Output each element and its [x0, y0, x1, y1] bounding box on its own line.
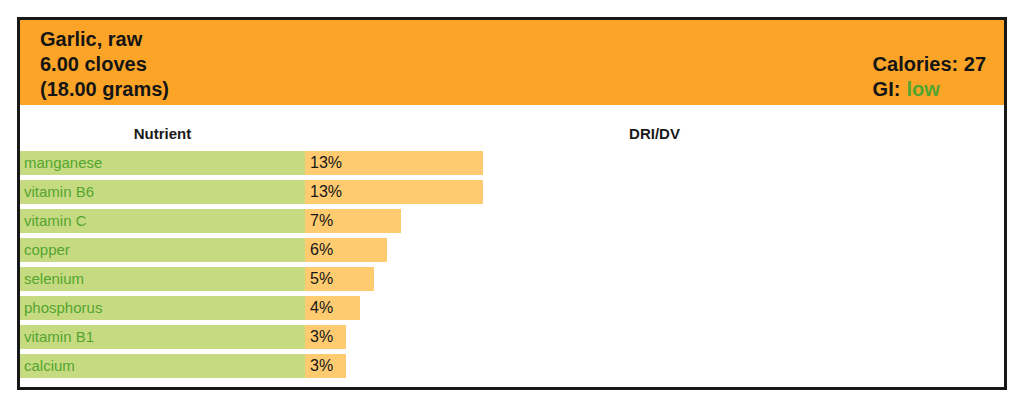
food-quantity: 6.00 cloves	[40, 52, 169, 77]
nutrient-label: copper	[20, 238, 305, 262]
card-header: Garlic, raw 6.00 cloves (18.00 grams) Ca…	[20, 20, 1004, 105]
nutrient-row: vitamin C 7%	[20, 209, 1004, 233]
food-weight: (18.00 grams)	[40, 77, 169, 102]
dri-dv-value: 3%	[310, 328, 333, 345]
nutrient-row: calcium 3%	[20, 354, 1004, 378]
dri-dv-bar: 7%	[305, 209, 401, 233]
food-name: Garlic, raw	[40, 27, 169, 52]
nutrient-row: vitamin B6 13%	[20, 180, 1004, 204]
gi-label: GI:	[873, 78, 901, 100]
nutrient-label: manganese	[20, 151, 305, 175]
nutrient-row: phosphorus 4%	[20, 296, 1004, 320]
glycemic-index-text: GI:low	[873, 77, 986, 102]
dri-dv-value: 6%	[310, 241, 333, 258]
dri-dv-value: 4%	[310, 299, 333, 316]
nutrient-label: selenium	[20, 267, 305, 291]
column-header-dri-dv: DRI/DV	[305, 125, 1004, 142]
dri-dv-bar: 13%	[305, 151, 483, 175]
table-header-row: Nutrient DRI/DV	[20, 105, 1004, 151]
nutrient-label: vitamin B6	[20, 180, 305, 204]
nutrient-row: copper 6%	[20, 238, 1004, 262]
nutrient-label: calcium	[20, 354, 305, 378]
dri-dv-bar: 3%	[305, 325, 346, 349]
nutrient-row: selenium 5%	[20, 267, 1004, 291]
dri-dv-value: 13%	[310, 183, 342, 200]
dri-dv-value: 13%	[310, 154, 342, 171]
dri-dv-bar: 3%	[305, 354, 346, 378]
nutrient-row: manganese 13%	[20, 151, 1004, 175]
nutrient-label: vitamin B1	[20, 325, 305, 349]
calories-text: Calories: 27	[873, 52, 986, 77]
dri-dv-bar: 4%	[305, 296, 360, 320]
nutrient-rows: manganese 13% vitamin B6 13% vitamin C 7…	[20, 151, 1004, 378]
header-stats-block: Calories: 27 GI:low	[873, 52, 986, 102]
dri-dv-bar: 13%	[305, 180, 483, 204]
gi-value: low	[906, 78, 939, 100]
dri-dv-bar: 5%	[305, 267, 374, 291]
nutrient-row: vitamin B1 3%	[20, 325, 1004, 349]
nutrition-card: Garlic, raw 6.00 cloves (18.00 grams) Ca…	[17, 17, 1007, 390]
food-title-block: Garlic, raw 6.00 cloves (18.00 grams)	[40, 27, 169, 102]
dri-dv-value: 7%	[310, 212, 333, 229]
nutrient-label: phosphorus	[20, 296, 305, 320]
dri-dv-value: 5%	[310, 270, 333, 287]
column-header-nutrient: Nutrient	[20, 125, 305, 142]
nutrition-widget: Garlic, raw 6.00 cloves (18.00 grams) Ca…	[0, 0, 1024, 407]
dri-dv-bar: 6%	[305, 238, 387, 262]
dri-dv-value: 3%	[310, 357, 333, 374]
nutrient-label: vitamin C	[20, 209, 305, 233]
